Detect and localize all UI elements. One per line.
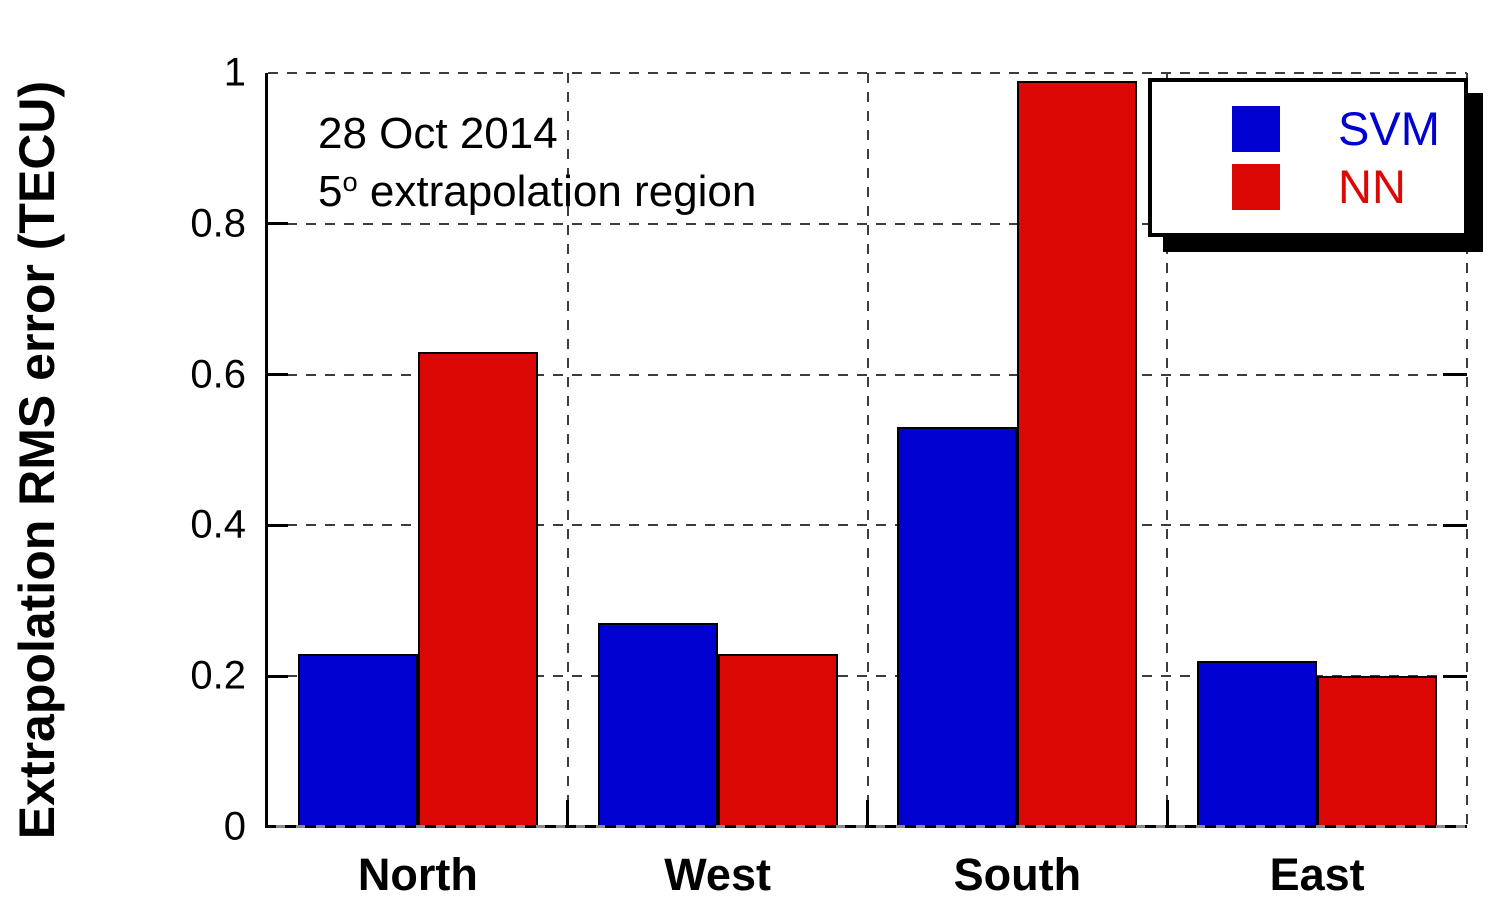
y-tick-right-0.6 — [1443, 373, 1467, 377]
y-tick-label-0.2: 0.2 — [190, 653, 246, 698]
x-tick-label-north: North — [357, 849, 478, 900]
x-tick-label-west: West — [664, 849, 771, 900]
gridline-x-4 — [1466, 73, 1468, 827]
bar-east-svm — [1197, 661, 1318, 827]
annotation-degree-base: 5 — [318, 167, 343, 216]
bar-west-nn — [717, 653, 838, 827]
x-tick-2 — [866, 800, 869, 827]
y-tick-label-0.8: 0.8 — [190, 201, 246, 246]
legend: SVM NN — [1148, 78, 1468, 237]
y-axis-title: Extrapolation RMS error (TECU) — [9, 80, 65, 840]
y-tick-left-0.2 — [268, 674, 288, 678]
legend-swatch-svm — [1232, 105, 1280, 152]
annotation-line-2: 5o extrapolation region — [318, 163, 756, 221]
legend-item-nn: NN — [1232, 158, 1464, 216]
y-tick-right-0.2 — [1443, 674, 1467, 678]
legend-swatch-nn — [1232, 163, 1280, 210]
bar-south-svm — [897, 427, 1018, 827]
y-tick-right-0.4 — [1443, 523, 1467, 527]
y-tick-left-0.8 — [268, 222, 288, 226]
bar-south-nn — [1017, 80, 1138, 827]
legend-label-nn: NN — [1338, 160, 1406, 213]
plot-area: 28 Oct 2014 5o extrapolation region SVM … — [190, 51, 1468, 900]
y-tick-left-0.4 — [268, 523, 288, 527]
bar-west-svm — [597, 623, 718, 827]
legend-item-svm: SVM — [1232, 100, 1464, 158]
y-tick-label-0.6: 0.6 — [190, 352, 246, 397]
bar-north-svm — [297, 653, 418, 827]
y-axis-line — [265, 73, 268, 828]
annotation-line-1: 28 Oct 2014 — [318, 109, 558, 158]
y-tick-label-0: 0 — [223, 804, 246, 849]
x-tick-label-east: East — [1269, 849, 1365, 900]
x-tick-3 — [1165, 800, 1169, 827]
gridline-x-2 — [866, 73, 869, 827]
gridline-x-3 — [1166, 73, 1169, 827]
x-tick-label-south: South — [953, 849, 1082, 900]
annotation: 28 Oct 2014 5o extrapolation region — [318, 105, 756, 221]
x-tick-1 — [566, 800, 570, 827]
legend-label-svm: SVM — [1338, 102, 1440, 155]
y-tick-label-1: 1 — [223, 50, 246, 95]
bar-east-nn — [1317, 676, 1438, 827]
gridline-x-1 — [566, 73, 569, 827]
y-tick-left-0.6 — [268, 373, 288, 377]
bar-north-nn — [417, 351, 538, 827]
y-tick-label-0.4: 0.4 — [190, 502, 246, 547]
degree-superscript: o — [342, 166, 358, 197]
annotation-line-2-rest: extrapolation region — [357, 167, 757, 216]
